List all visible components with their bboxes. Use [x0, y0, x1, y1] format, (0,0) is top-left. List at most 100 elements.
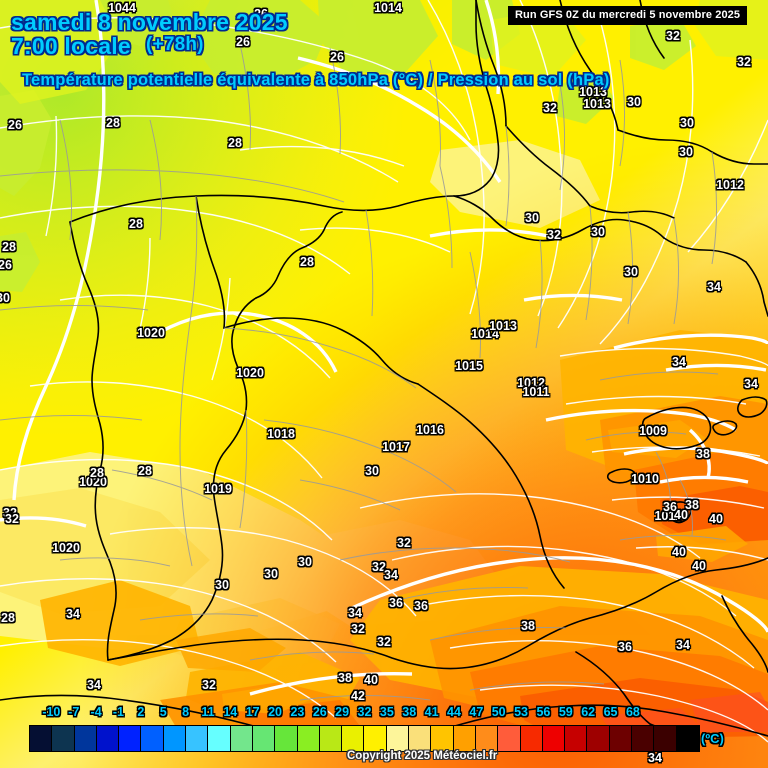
temperature-label: 32 [202, 678, 216, 692]
color-swatch [141, 726, 164, 751]
forecast-time: 7:00 locale [11, 33, 131, 59]
color-swatch [52, 726, 75, 751]
temperature-label: 36 [663, 500, 677, 514]
isobar-label: 1020 [236, 366, 264, 380]
color-swatch [654, 726, 677, 751]
color-swatch [520, 726, 543, 751]
temperature-label: 30 [365, 464, 379, 478]
color-scale-bar [29, 725, 700, 752]
color-scale-tick: 41 [424, 705, 439, 719]
color-swatch [297, 726, 320, 751]
color-scale-tick: 62 [581, 705, 596, 719]
color-scale-tick: 17 [245, 705, 260, 719]
map-subtitle: Température potentielle équivalente à 85… [22, 71, 610, 89]
temperature-label: 30 [680, 116, 694, 130]
color-scale-unit: (ºC) [701, 731, 724, 746]
isobar-label: 1019 [204, 482, 232, 496]
color-scale-tick: 8 [182, 705, 190, 719]
color-scale-tick: 32 [357, 705, 372, 719]
forecast-date: samedi 8 novembre 2025 [11, 9, 288, 35]
isobar-label: 1020 [52, 541, 80, 555]
color-swatch [386, 726, 410, 751]
isobar-label: 1012 [517, 376, 545, 390]
color-scale-tick: 2 [137, 705, 145, 719]
color-scale-tick: 50 [491, 705, 506, 719]
temperature-label: 34 [384, 568, 398, 582]
temperature-label: 28 [2, 240, 16, 254]
temperature-label: 40 [709, 512, 723, 526]
color-scale-tick: 59 [558, 705, 573, 719]
isobar-label: 1011 [522, 385, 550, 399]
temperature-label: 32 [397, 536, 411, 550]
color-swatch [565, 726, 588, 751]
temperature-label: 30 [215, 578, 229, 592]
temperature-label: 26 [8, 118, 22, 132]
color-swatch [676, 726, 699, 751]
temperature-label: 28 [300, 255, 314, 269]
color-scale-tick: 53 [514, 705, 529, 719]
color-swatch [342, 726, 365, 751]
color-swatch [186, 726, 209, 751]
temperature-label: 42 [351, 689, 365, 703]
isobar-label: 1020 [79, 475, 107, 489]
color-swatch [632, 726, 655, 751]
temperature-label: 30 [264, 567, 278, 581]
temperature-label: 40 [364, 673, 378, 687]
temperature-label: 32 [3, 506, 17, 520]
temperature-label: 32 [377, 635, 391, 649]
color-scale-tick: 14 [223, 705, 238, 719]
temperature-label: 34 [648, 751, 662, 765]
color-swatch [475, 726, 499, 751]
temperature-label: 32 [372, 560, 386, 574]
temperature-label: 32 [543, 101, 557, 115]
color-swatch [431, 726, 454, 751]
temperature-label: 28 [228, 136, 242, 150]
temperature-label: 26 [330, 50, 344, 64]
temperature-label: 30 [624, 265, 638, 279]
temperature-label: 30 [298, 555, 312, 569]
color-scale-tick: 11 [201, 705, 215, 719]
isobar-label: 1013 [489, 319, 517, 333]
temperature-label: 32 [666, 29, 680, 43]
color-scale-tick: -10 [42, 705, 61, 719]
temperature-label: 32 [5, 512, 19, 526]
temperature-label: 28 [106, 116, 120, 130]
temperature-label: 26 [254, 7, 268, 21]
temperature-label: 36 [414, 599, 428, 613]
color-scale-tick: 26 [312, 705, 327, 719]
color-swatch [587, 726, 610, 751]
color-scale: -10 -7 -4 -1 2 5 8 11 14 17 20 23 26 29 32 35 38 41 44 47 50… [0, 705, 768, 768]
color-scale-tick: 20 [268, 705, 282, 719]
color-swatch [409, 726, 432, 751]
isobar-label: 1018 [267, 427, 295, 441]
color-swatch [542, 726, 566, 751]
temperature-label: 40 [674, 508, 688, 522]
color-scale-tick: 29 [335, 705, 350, 719]
temperature-label: 34 [744, 377, 758, 391]
temperature-label: 34 [672, 355, 686, 369]
temperature-label: 30 [591, 225, 605, 239]
temperature-label: 30 [679, 145, 693, 159]
color-swatch [119, 726, 142, 751]
temperature-label: 28 [129, 217, 143, 231]
temperature-label: 26 [0, 258, 12, 272]
color-swatch [163, 726, 187, 751]
temperature-label: 28 [90, 466, 104, 480]
color-scale-ticks: -10 -7 -4 -1 2 5 8 11 14 17 20 23 26 29 32 35 38 41 44 47 50… [0, 705, 768, 727]
isobar-label: 1012 [716, 178, 744, 192]
color-scale-tick: 23 [290, 705, 305, 719]
isobar-label: 1044 [108, 1, 136, 15]
color-scale-tick: 65 [603, 705, 618, 719]
color-scale-tick: 56 [536, 705, 551, 719]
temperature-label: 32 [351, 622, 365, 636]
color-swatch [364, 726, 387, 751]
temperature-label: 38 [685, 498, 699, 512]
color-scale-tick: -4 [90, 705, 102, 719]
color-scale-tick: 5 [159, 705, 167, 719]
color-swatch [96, 726, 120, 751]
temperature-label: 38 [696, 447, 710, 461]
temperature-label: 34 [87, 678, 101, 692]
isobar-label: 1015 [455, 359, 483, 373]
temperature-label: 32 [737, 55, 751, 69]
